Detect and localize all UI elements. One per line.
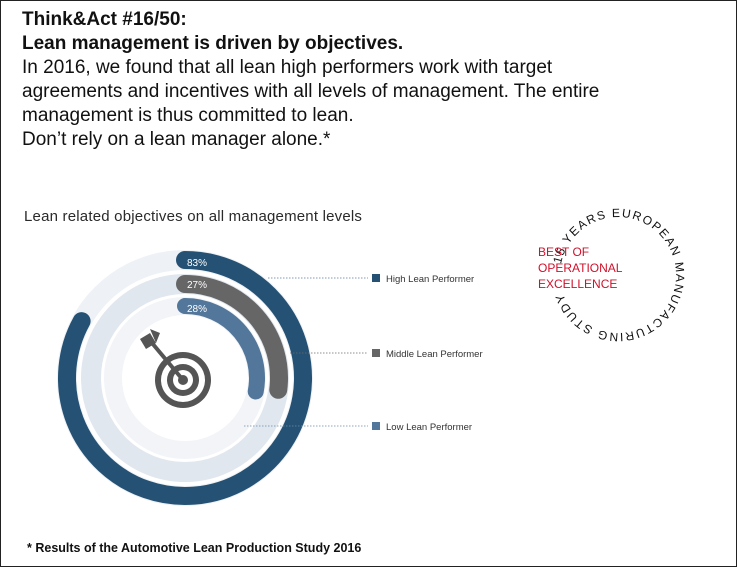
badge-line-1: BEST OF <box>538 245 589 259</box>
badge-line-3: EXCELLENCE <box>538 277 617 291</box>
legend-label-middle: Middle Lean Performer <box>386 349 483 360</box>
target-icon <box>140 329 211 408</box>
chart-title: Lean related objectives on all managemen… <box>24 208 363 225</box>
legend-swatch-middle <box>372 349 380 357</box>
legend-swatch-high <box>372 274 380 282</box>
bar-middle-lean-performer <box>176 275 288 399</box>
headline-block: Think&Act #16/50: Lean management is dri… <box>22 8 722 152</box>
footnote: * Results of the Automotive Lean Product… <box>27 541 362 555</box>
value-label-middle: 27% <box>187 280 207 291</box>
main-title: Lean management is driven by objectives. <box>22 33 404 54</box>
legend-label-low: Low Lean Performer <box>386 422 472 433</box>
bar-high-lean-performer <box>58 251 312 505</box>
series-title: Think&Act #16/50: <box>22 9 187 30</box>
body-line-2: agreements and incentives with all level… <box>22 81 600 102</box>
legend-label-high: High Lean Performer <box>386 274 474 285</box>
bar-low-lean-performer <box>177 298 265 400</box>
value-label-low: 28% <box>187 304 207 315</box>
body-line-1: In 2016, we found that all lean high per… <box>22 57 553 78</box>
legend-swatch-low <box>372 422 380 430</box>
value-label-high: 83% <box>187 258 207 269</box>
study-badge: 15 YEARS EUROPEAN MANUFACTURING STUDY BE… <box>538 206 687 344</box>
body-line-3: management is thus committed to lean. <box>22 105 354 126</box>
badge-line-2: OPERATIONAL <box>538 261 623 275</box>
badge-ring-text: 15 YEARS EUROPEAN MANUFACTURING STUDY <box>550 206 687 344</box>
body-line-4: Don’t rely on a lean manager alone.* <box>22 129 331 150</box>
